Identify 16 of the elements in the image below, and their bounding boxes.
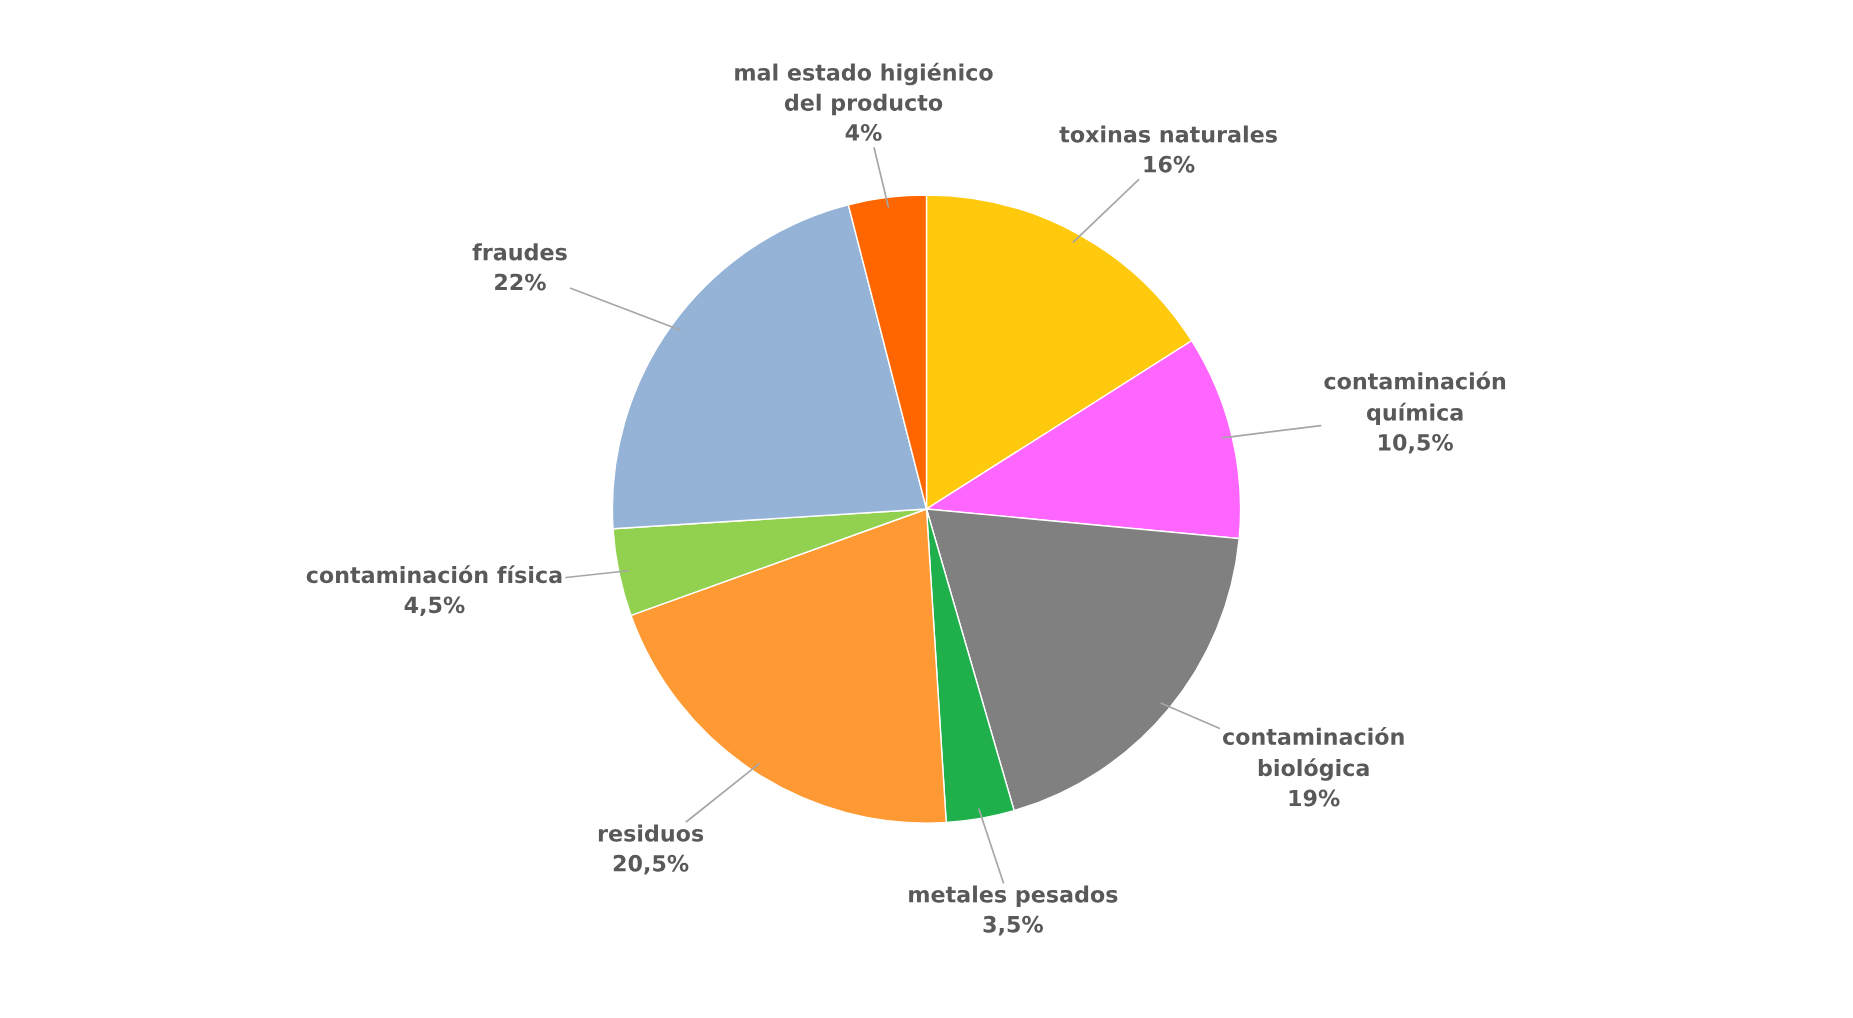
- data-label: 10,5%: [1379, 433, 1453, 454]
- slice-label: residuos: [598, 824, 704, 842]
- slice-label: metales pesados: [909, 885, 1118, 907]
- data-label: 22%: [495, 273, 546, 291]
- slice-label: contaminación química: [1324, 371, 1506, 426]
- data-label: 20,5%: [613, 854, 689, 875]
- data-label: 4%: [845, 124, 882, 141]
- data-label: 3,5%: [983, 915, 1044, 936]
- slice-label: mal estado higiénico del producto: [735, 62, 993, 116]
- slice-label: toxinas naturales: [1059, 125, 1277, 143]
- data-label: 4,5%: [404, 596, 465, 617]
- slice-label: fraudes: [472, 243, 567, 261]
- data-label: 19%: [1289, 789, 1340, 807]
- slice-label: contaminación física: [306, 565, 562, 584]
- data-label: 16%: [1144, 155, 1195, 173]
- slice-label: contaminación biológica: [1222, 726, 1404, 781]
